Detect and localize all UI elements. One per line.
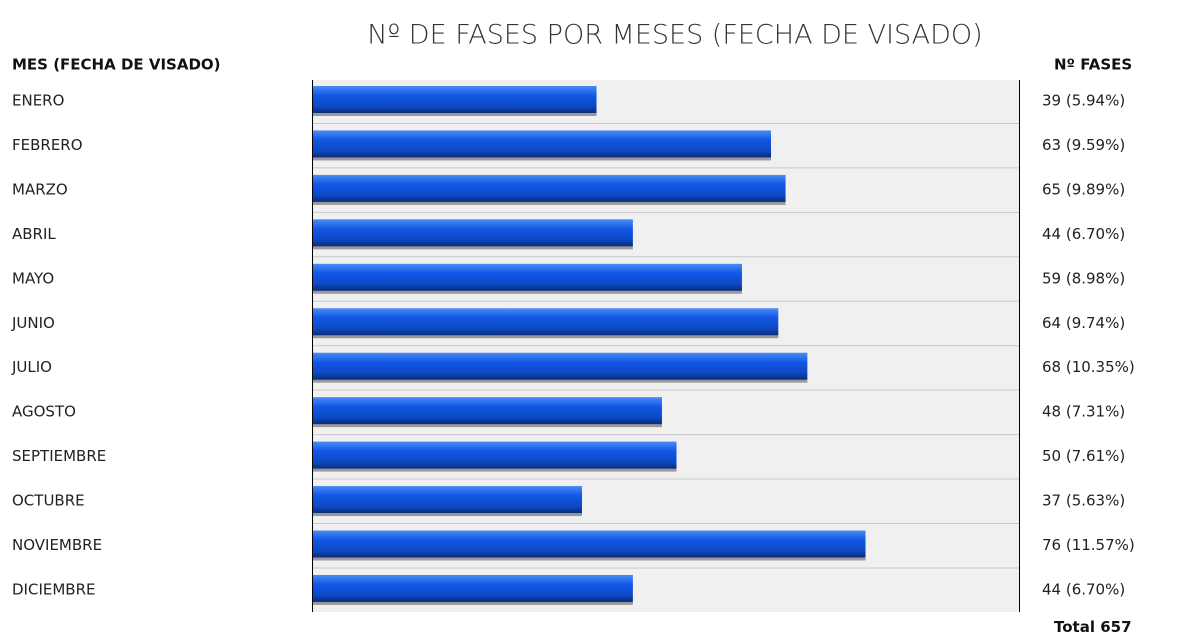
bar (313, 86, 597, 113)
value-label: 48 (7.31%) (1042, 403, 1125, 421)
bar-shadow (313, 378, 808, 383)
bar (313, 352, 808, 380)
bar-shadow (313, 423, 662, 428)
category-label: FEBRERO (12, 136, 83, 154)
chart-title: Nº DE FASES POR MESES (FECHA DE VISADO) (367, 20, 982, 51)
category-label: JUNIO (11, 314, 55, 332)
value-label: 63 (9.59%) (1042, 136, 1125, 154)
total-value: 657 (1100, 618, 1131, 636)
value-label: 64 (9.74%) (1042, 314, 1125, 332)
category-label: MAYO (12, 269, 54, 287)
category-label: OCTUBRE (12, 492, 85, 510)
bar-shadow (313, 156, 772, 161)
value-label: 68 (10.35%) (1042, 358, 1135, 376)
bar (313, 486, 582, 514)
value-label: 65 (9.89%) (1042, 180, 1125, 198)
value-label: 59 (8.98%) (1042, 269, 1125, 287)
category-label: MARZO (12, 180, 68, 198)
bar (313, 441, 677, 469)
total-label: Total 657 (1054, 618, 1132, 636)
total-label: Total (1054, 618, 1095, 636)
bar (313, 130, 772, 158)
category-label: AGOSTO (12, 403, 76, 421)
value-label: 37 (5.63%) (1042, 492, 1125, 510)
bar (313, 174, 786, 202)
value-label: 39 (5.94%) (1042, 92, 1125, 110)
bar-shadow (313, 289, 742, 294)
category-label: SEPTIEMBRE (12, 447, 106, 465)
value-label: 44 (6.70%) (1042, 225, 1125, 243)
bar-shadow (313, 112, 597, 116)
bar (313, 574, 633, 602)
bar-shadow (313, 556, 866, 561)
bar-shadow (313, 467, 677, 472)
value-label: 76 (11.57%) (1042, 536, 1135, 554)
category-label: DICIEMBRE (12, 580, 95, 598)
bar-shadow (313, 512, 582, 517)
category-label: NOVIEMBRE (12, 536, 102, 554)
bar (313, 530, 866, 558)
bar-shadow (313, 200, 786, 205)
bar-shadow (313, 245, 633, 250)
value-header: Nº FASES (1054, 56, 1132, 74)
bar (313, 397, 662, 425)
value-label: 44 (6.70%) (1042, 580, 1125, 598)
category-label: JULIO (11, 358, 52, 376)
bar-shadow (313, 334, 779, 339)
bar (313, 263, 742, 291)
category-label: ENERO (12, 92, 64, 110)
value-label: 50 (7.61%) (1042, 447, 1125, 465)
category-header: MES (FECHA DE VISADO) (12, 56, 221, 74)
bar (313, 219, 633, 247)
bar (313, 308, 779, 336)
category-label: ABRIL (12, 225, 56, 243)
bar-shadow (313, 600, 633, 605)
